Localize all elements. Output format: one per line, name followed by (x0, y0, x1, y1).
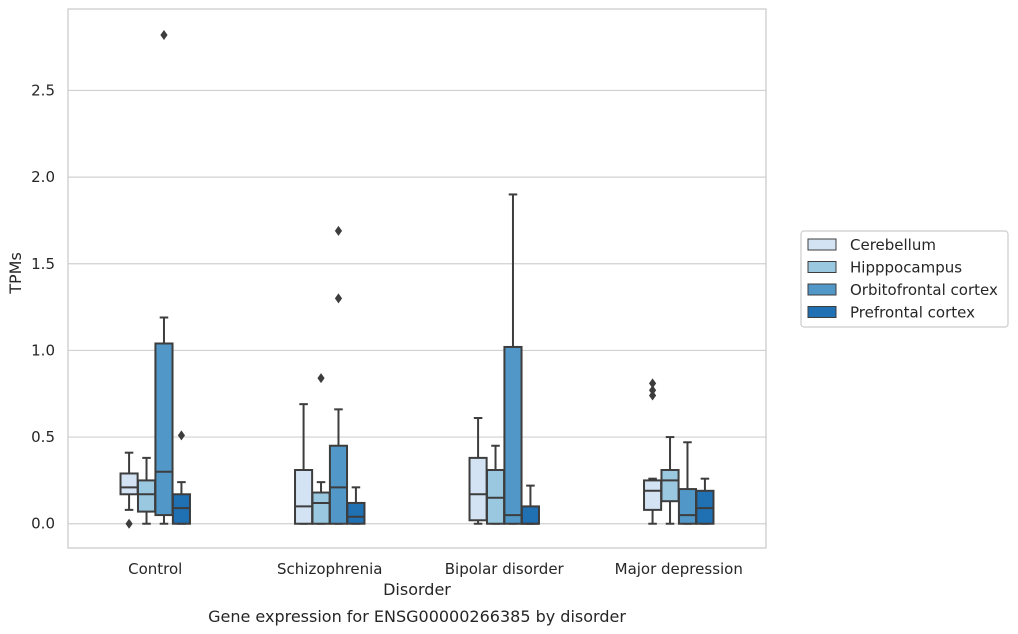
x-tick-label: Schizophrenia (277, 560, 382, 578)
legend-swatch (807, 306, 837, 318)
outlier-point (334, 293, 343, 304)
box-cerebellum (294, 469, 314, 525)
y-tick-label: 1.5 (31, 255, 55, 273)
legend-label: Cerebellum (850, 236, 936, 254)
legend-label: Prefrontal cortex (850, 304, 975, 322)
y-tick-label: 1.0 (31, 341, 55, 359)
legend-swatch (807, 261, 837, 273)
x-tick-label: Control (128, 560, 182, 578)
outlier-point (334, 225, 343, 236)
box-cerebellum (468, 456, 488, 522)
y-tick-label: 0.0 (31, 515, 55, 533)
plot-frame (67, 8, 767, 549)
outlier-point (317, 373, 325, 384)
outlier-point (648, 390, 657, 401)
box-prefrontal-cortex (520, 505, 540, 525)
box-orbitofrontal-cortex (677, 488, 698, 525)
box-orbitofrontal-cortex (328, 444, 349, 525)
legend-box (800, 230, 1009, 328)
outlier-point (177, 430, 186, 441)
outlier-point (160, 29, 168, 40)
box-orbitofrontal-cortex (154, 342, 174, 517)
box-hipppocampus (136, 479, 157, 513)
x-tick-label: Bipolar disorder (445, 560, 565, 578)
outlier-point (648, 385, 657, 396)
box-prefrontal-cortex (346, 501, 366, 525)
legend-label: Orbitofrontal cortex (850, 281, 998, 299)
legend-label: Hipppocampus (850, 259, 962, 277)
outlier-point (125, 518, 133, 529)
x-axis-ticks: Control Schizophrenia Bipolar disorder Majo… (128, 560, 743, 578)
y-tick-label: 0.5 (31, 428, 55, 446)
legend-swatch (807, 238, 837, 251)
box-series (119, 29, 715, 529)
box-cerebellum (643, 479, 663, 511)
box-orbitofrontal-cortex (503, 345, 523, 525)
box-hipppocampus (311, 491, 331, 525)
legend-swatch (807, 283, 837, 296)
x-tick-label: Major depression (615, 560, 743, 578)
x-axis-title: Disorder (383, 580, 451, 599)
outlier-point (648, 378, 657, 389)
box-hipppocampus (660, 469, 680, 503)
y-tick-label: 2.0 (31, 168, 55, 186)
box-cerebellum (119, 472, 139, 496)
y-tick-label: 2.5 (31, 81, 55, 99)
y-axis-title: TPMs (6, 252, 25, 295)
y-axis-ticks: 0.0 0.5 1.0 1.5 2.0 2.5 (31, 81, 55, 532)
legend: Cerebellum Hipppocampus Orbitofrontal cort… (800, 230, 1009, 328)
chart-title: Gene expression for ENSG00000266385 by d… (208, 607, 626, 626)
